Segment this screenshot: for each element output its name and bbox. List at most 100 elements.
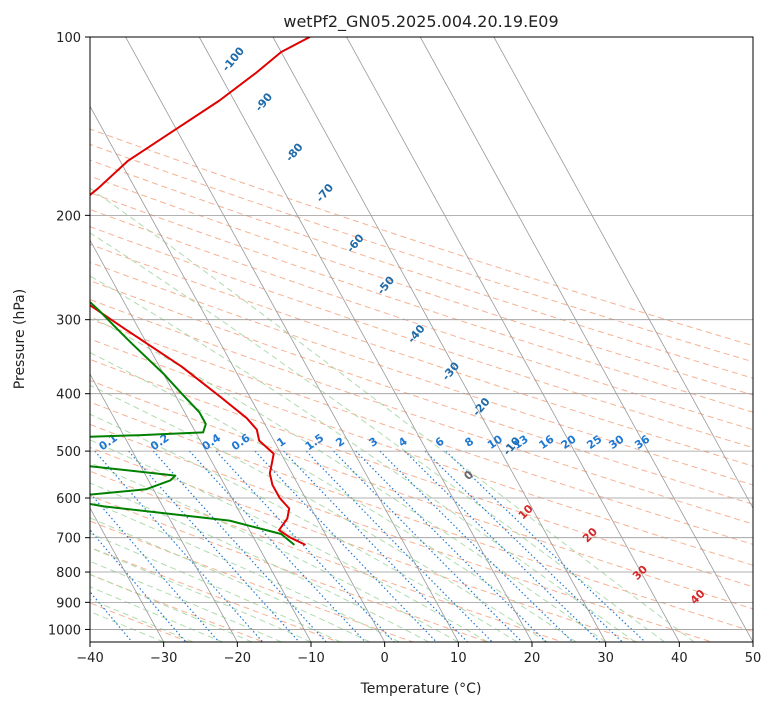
- dry-adiabat: [90, 470, 564, 642]
- dry-adiabat: [90, 546, 340, 642]
- y-tick-label: 700: [56, 532, 81, 547]
- dry-adiabat: [90, 143, 753, 363]
- mixing-ratio-label: 8: [462, 435, 476, 450]
- isotherm: [90, 373, 238, 642]
- mixing-ratio-lines: [90, 450, 646, 642]
- moist-adiabat: [90, 598, 194, 642]
- dry-adiabat: [90, 299, 753, 525]
- y-tick-label: 100: [56, 31, 81, 46]
- lcl-label: 30: [630, 563, 650, 583]
- moist-adiabat: [90, 439, 489, 642]
- moist-adiabat-label: -70: [313, 181, 336, 205]
- x-tick-label: −40: [76, 651, 103, 666]
- dry-adiabat: [90, 338, 753, 566]
- moist-adiabat: [90, 547, 312, 642]
- mixing-ratio-label: 3: [367, 435, 381, 450]
- dry-adiabat: [90, 446, 639, 642]
- moist-adiabat-label: -80: [283, 140, 306, 164]
- mixing-ratio-label: 2: [333, 435, 347, 450]
- y-tick-label: 1000: [48, 623, 81, 638]
- moist-adiabat: [90, 532, 341, 642]
- dry-adiabat: [90, 261, 753, 486]
- moist-adiabat: [90, 573, 253, 642]
- y-tick-label: 200: [56, 209, 81, 224]
- mixing-ratio-line: [189, 450, 366, 642]
- dry-adiabats: [90, 128, 753, 642]
- moist-adiabat: [90, 187, 695, 642]
- mixing-ratio-line: [90, 529, 187, 642]
- moist-adiabat: [90, 352, 577, 642]
- y-tick-label: 800: [56, 566, 81, 581]
- mixing-ratio-label: 16: [537, 432, 557, 452]
- moist-adiabat: [90, 413, 518, 642]
- profiles: [90, 37, 311, 546]
- moist-adiabat: [90, 232, 665, 642]
- isotherm: [198, 37, 533, 642]
- moist-adiabat: [90, 517, 371, 642]
- y-tick-label: 600: [56, 492, 81, 507]
- plot-frame: [89, 36, 754, 643]
- x-tick-label: 20: [524, 651, 541, 666]
- plot-area: -100-90-80-70-60-50-40-30-20-10 0.1 0.2 0.…: [90, 37, 753, 642]
- isotherm: [90, 105, 386, 642]
- dry-adiabat: [90, 602, 191, 642]
- y-tick-label: 900: [56, 596, 81, 611]
- chart-title: wetPf2_GN05.2025.004.20.19.E09: [283, 12, 558, 32]
- moist-adiabat-label: -60: [344, 231, 367, 255]
- mixing-ratio-label: 25: [584, 433, 604, 452]
- isotherms: [90, 37, 753, 642]
- moist-adiabat: [90, 482, 430, 642]
- dry-adiabat: [90, 401, 753, 633]
- isotherm: [125, 37, 459, 642]
- moist-adiabat-label: -90: [252, 90, 275, 114]
- x-tick-label: −10: [297, 651, 324, 666]
- moist-adiabats: [90, 187, 695, 642]
- dry-adiabat: [90, 573, 265, 642]
- y-axis-label: Pressure (hPa): [12, 289, 28, 389]
- mixing-ratio-line: [283, 450, 468, 642]
- moist-adiabat: [90, 500, 400, 642]
- x-tick-label: 40: [671, 651, 688, 666]
- dry-adiabat: [90, 423, 714, 642]
- dry-adiabat: [90, 175, 753, 396]
- mixing-ratio-line: [215, 450, 395, 642]
- x-tick-label: 10: [450, 651, 467, 666]
- mixing-ratio-label: 0.1: [97, 431, 120, 453]
- moist-adiabat-label: -40: [405, 322, 428, 346]
- dry-adiabat: [90, 280, 753, 505]
- isotherm: [272, 37, 607, 642]
- isotherm: [493, 37, 753, 509]
- moist-adiabat-label: -100: [219, 44, 247, 74]
- isotherm: [419, 37, 753, 642]
- dewpoint-profile: [90, 300, 296, 546]
- moist-adiabat: [90, 315, 606, 642]
- mixing-ratio-label: 6: [433, 435, 447, 450]
- dry-adiabat: [90, 318, 753, 545]
- dry-adiabat: [90, 192, 753, 413]
- mixing-ratio-line: [94, 450, 264, 642]
- mixing-ratio-line: [355, 450, 547, 642]
- mixing-ratio-line: [128, 450, 300, 642]
- x-axis-ticks: −40 −30 −20 −10 0 10 20 30 40 50: [76, 642, 761, 666]
- dry-adiabat: [90, 520, 415, 642]
- dry-adiabat: [90, 379, 753, 610]
- x-tick-label: 30: [597, 651, 614, 666]
- lcl-label: 40: [688, 587, 708, 607]
- x-axis-label: Temperature (°C): [360, 681, 482, 697]
- isotherm: [346, 37, 680, 642]
- mixing-ratio-line: [379, 450, 574, 642]
- mixing-ratio-line: [404, 450, 601, 642]
- isotherm: [90, 239, 312, 642]
- moist-adiabat: [90, 586, 223, 642]
- x-tick-label: 50: [745, 651, 762, 666]
- mixing-ratio-line: [333, 450, 523, 642]
- mixing-ratio-line: [152, 450, 327, 642]
- y-tick-label: 400: [56, 388, 81, 403]
- dry-adiabat: [90, 128, 753, 347]
- mixing-ratio-line: [424, 450, 623, 642]
- y-tick-label: 300: [56, 314, 81, 329]
- isobars: [90, 37, 753, 630]
- dry-adiabat: [90, 358, 753, 588]
- mixing-ratio-labels: 0.1 0.2 0.4 0.6 1 1.5 2 3 4 6 8 10 13 16 20 25 30 36: [97, 431, 653, 453]
